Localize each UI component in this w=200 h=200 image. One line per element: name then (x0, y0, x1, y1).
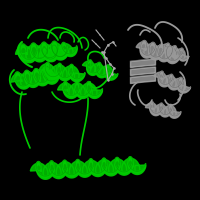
Polygon shape (39, 64, 85, 80)
Polygon shape (58, 83, 102, 97)
Polygon shape (158, 71, 172, 87)
Polygon shape (51, 41, 69, 60)
Polygon shape (149, 42, 163, 60)
Polygon shape (168, 74, 181, 90)
Polygon shape (39, 44, 77, 60)
Polygon shape (76, 159, 93, 177)
Polygon shape (136, 42, 180, 62)
Polygon shape (36, 162, 54, 179)
Polygon shape (75, 82, 91, 98)
Polygon shape (20, 44, 37, 63)
Polygon shape (140, 40, 155, 58)
Polygon shape (43, 67, 59, 84)
Polygon shape (168, 104, 181, 118)
Polygon shape (16, 43, 68, 61)
Polygon shape (86, 82, 102, 98)
Polygon shape (11, 68, 59, 88)
Polygon shape (69, 64, 85, 82)
Polygon shape (31, 43, 48, 62)
Polygon shape (102, 158, 120, 176)
Polygon shape (82, 61, 118, 79)
Polygon shape (105, 65, 118, 80)
Polygon shape (49, 161, 67, 179)
Polygon shape (52, 45, 68, 59)
Polygon shape (87, 60, 100, 75)
Polygon shape (34, 69, 50, 86)
Polygon shape (24, 70, 40, 87)
Polygon shape (178, 48, 189, 61)
Polygon shape (45, 62, 61, 80)
Polygon shape (166, 46, 180, 64)
Polygon shape (62, 160, 80, 178)
Polygon shape (171, 46, 182, 59)
Polygon shape (89, 159, 106, 177)
Polygon shape (57, 63, 73, 81)
Polygon shape (63, 82, 79, 98)
Polygon shape (161, 44, 189, 60)
Polygon shape (15, 72, 31, 89)
Polygon shape (145, 103, 181, 117)
Polygon shape (154, 72, 190, 92)
Polygon shape (177, 77, 191, 93)
Polygon shape (164, 43, 175, 56)
Polygon shape (41, 42, 58, 61)
Polygon shape (62, 42, 77, 57)
Polygon shape (150, 102, 162, 116)
Polygon shape (157, 44, 172, 62)
Polygon shape (96, 62, 109, 78)
Polygon shape (30, 158, 146, 178)
Polygon shape (159, 103, 172, 117)
Polygon shape (128, 157, 146, 174)
Polygon shape (42, 48, 58, 62)
Polygon shape (115, 157, 133, 175)
